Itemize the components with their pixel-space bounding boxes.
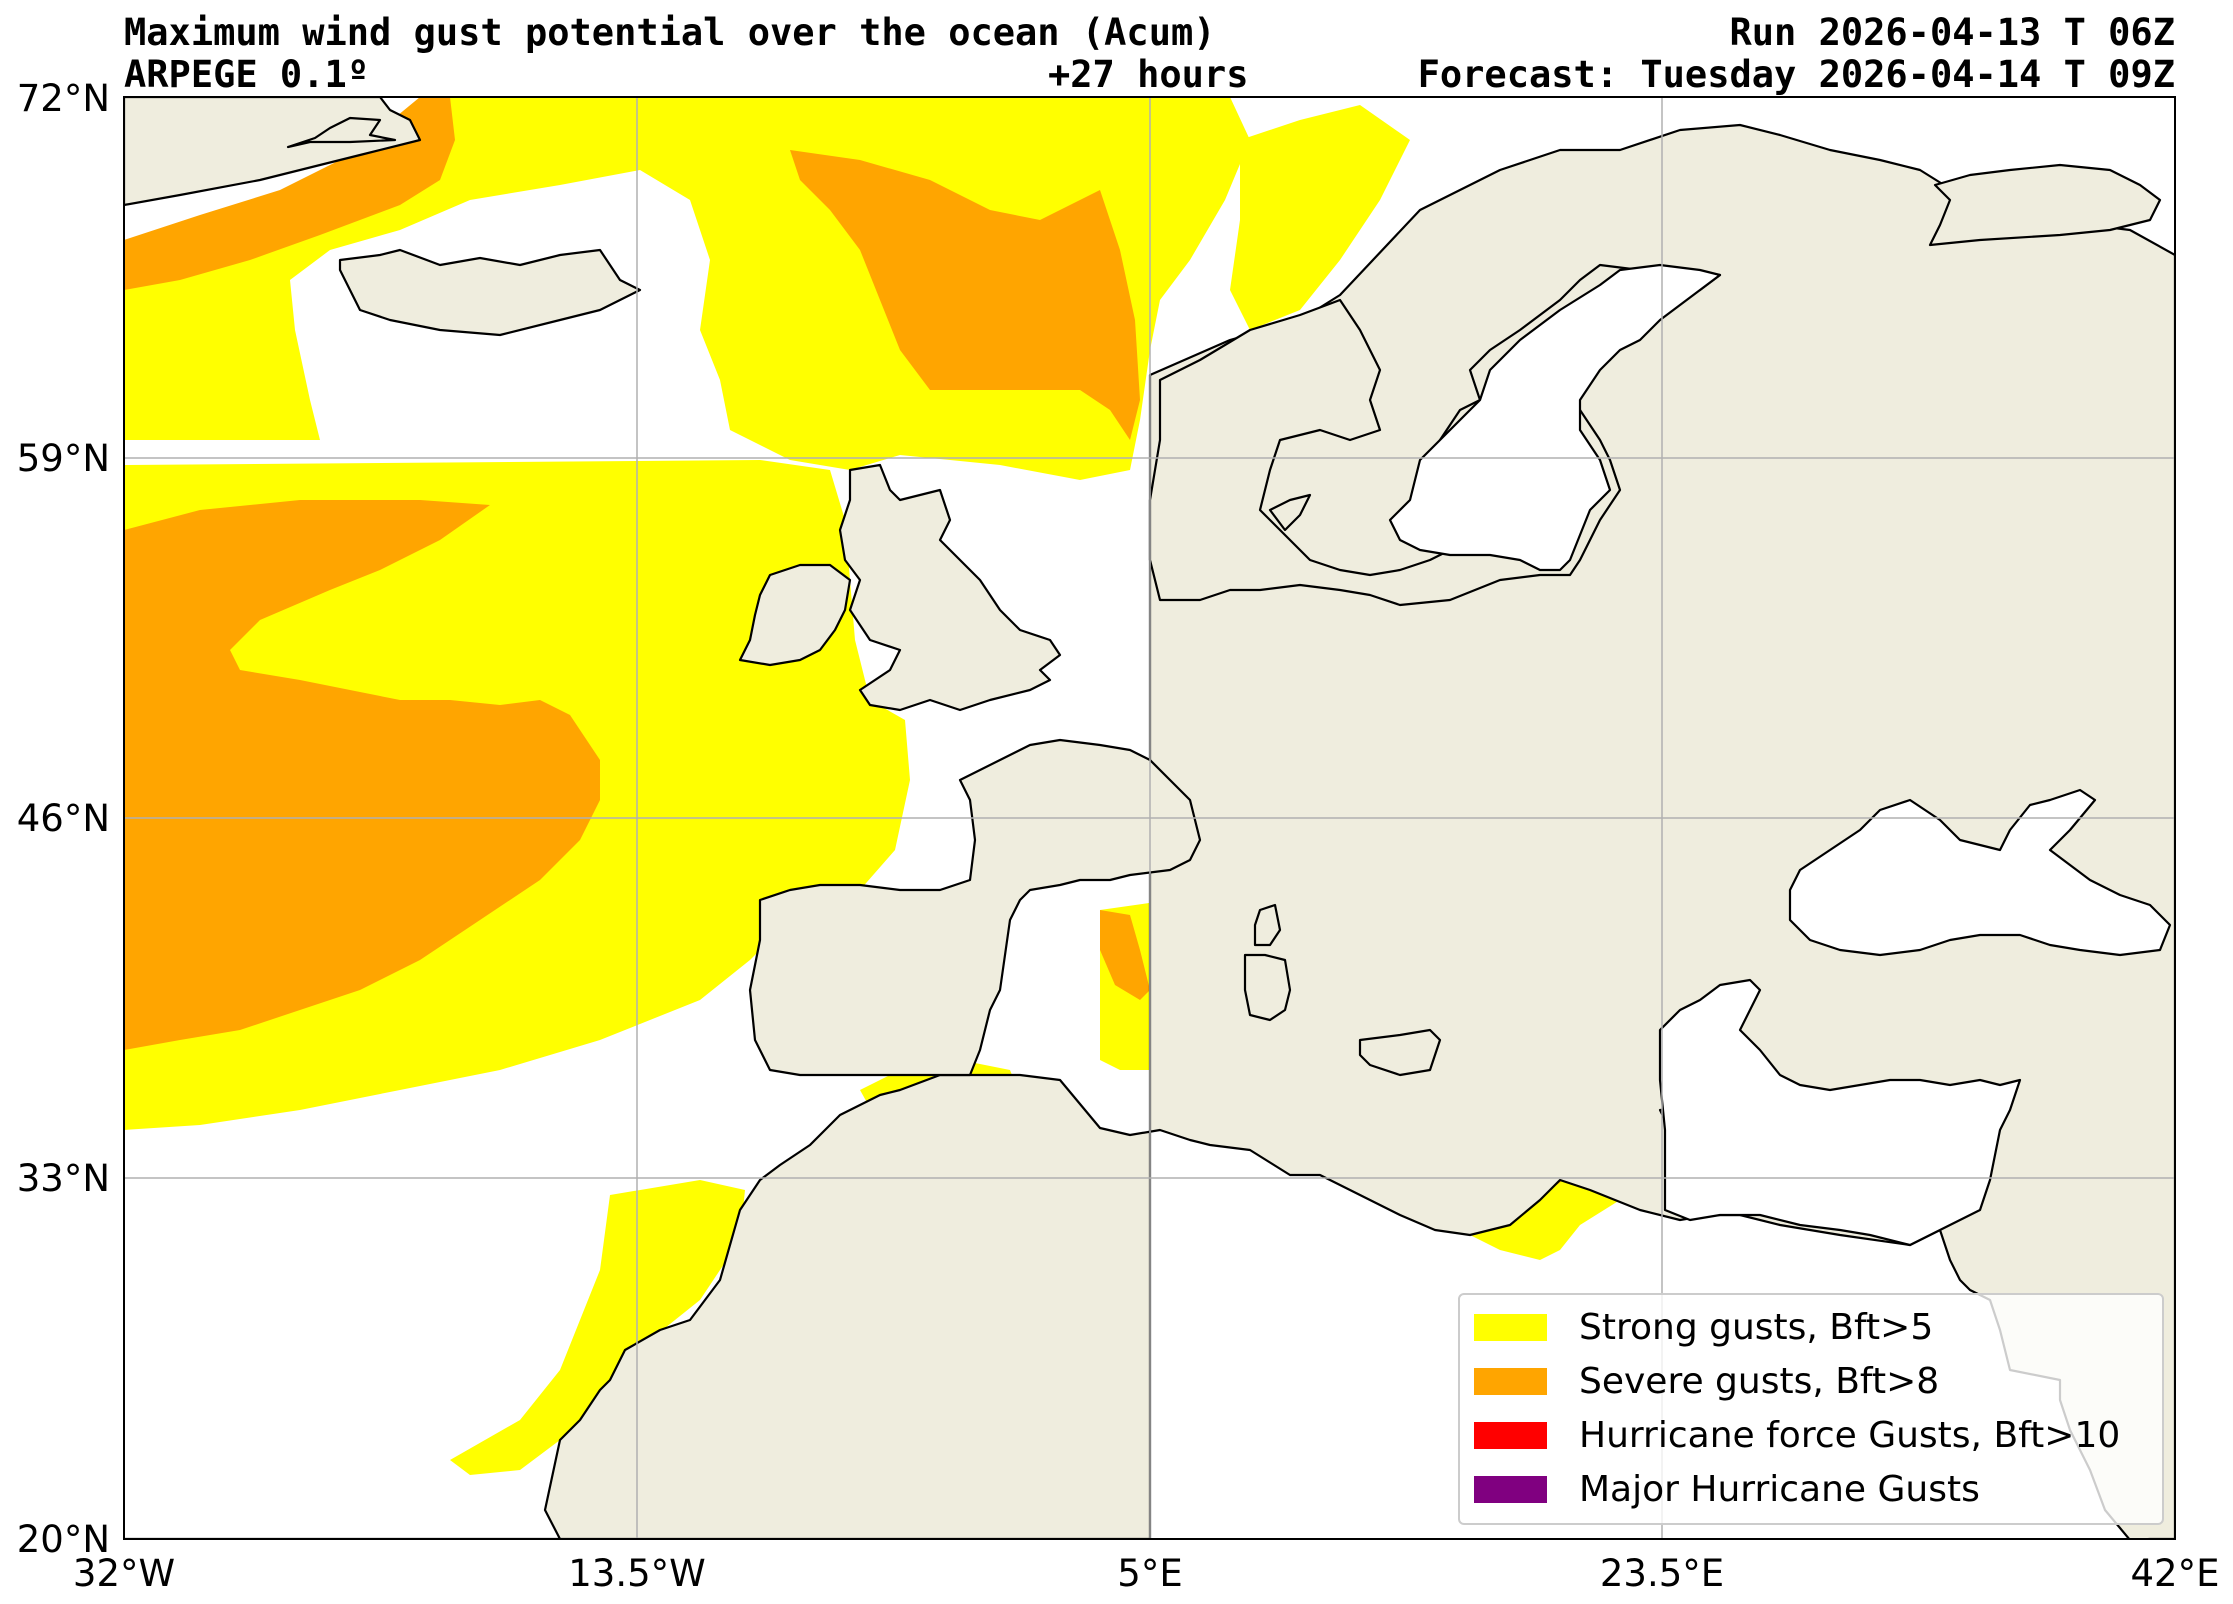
model-label: ARPEGE 0.1º — [124, 53, 370, 96]
legend: Strong gusts, Bft>5 Severe gusts, Bft>8 … — [1458, 1293, 2164, 1525]
corsica — [1253, 903, 1282, 947]
legend-swatch-strong — [1474, 1313, 1547, 1341]
map-frame — [123, 96, 2176, 1540]
map-title: Maximum wind gust potential over the oce… — [124, 11, 1216, 54]
lat-tick-33n: 33°N — [16, 1157, 110, 1200]
legend-swatch-hurricane — [1474, 1421, 1547, 1449]
lon-tick-5e: 5°E — [1117, 1552, 1183, 1595]
ireland — [738, 563, 852, 667]
lat-tick-72n: 72°N — [16, 77, 110, 120]
legend-item-severe: Severe gusts, Bft>8 — [1474, 1360, 1940, 1402]
legend-swatch-severe — [1474, 1367, 1547, 1395]
sardinia — [1243, 953, 1292, 1022]
baltic-sea — [1388, 263, 1722, 572]
legend-label-strong: Strong gusts, Bft>5 — [1579, 1306, 1934, 1348]
run-label: Run 2026-04-13 T 06Z — [1729, 11, 2175, 54]
lat-tick-59n: 59°N — [16, 437, 110, 480]
lon-tick-42e: 42°E — [2130, 1552, 2220, 1595]
lat-tick-20n: 20°N — [16, 1518, 110, 1561]
iceland — [338, 248, 642, 337]
legend-item-major-hurricane: Major Hurricane Gusts — [1474, 1468, 1980, 1510]
great-britain — [838, 463, 1062, 712]
legend-item-strong: Strong gusts, Bft>5 — [1474, 1306, 1934, 1348]
legend-label-hurricane: Hurricane force Gusts, Bft>10 — [1579, 1414, 2121, 1456]
lead-time-label: +27 hours — [1048, 53, 1249, 96]
legend-label-major-hurricane: Major Hurricane Gusts — [1579, 1468, 1980, 1510]
legend-label-severe: Severe gusts, Bft>8 — [1579, 1360, 1940, 1402]
lon-tick-23-5e: 23.5°E — [1599, 1552, 1725, 1595]
svalbard-coast — [1928, 163, 2162, 247]
lat-tick-46n: 46°N — [16, 797, 110, 840]
legend-swatch-major-hurricane — [1474, 1475, 1547, 1503]
legend-item-hurricane: Hurricane force Gusts, Bft>10 — [1474, 1414, 2121, 1456]
lon-tick-32w: 32°W — [72, 1552, 176, 1595]
forecast-label: Forecast: Tuesday 2026-04-14 T 09Z — [1417, 53, 2175, 96]
lon-tick-13-5w: 13.5°W — [568, 1552, 706, 1595]
sicily — [1358, 1028, 1442, 1077]
black-sea — [1788, 788, 2172, 957]
